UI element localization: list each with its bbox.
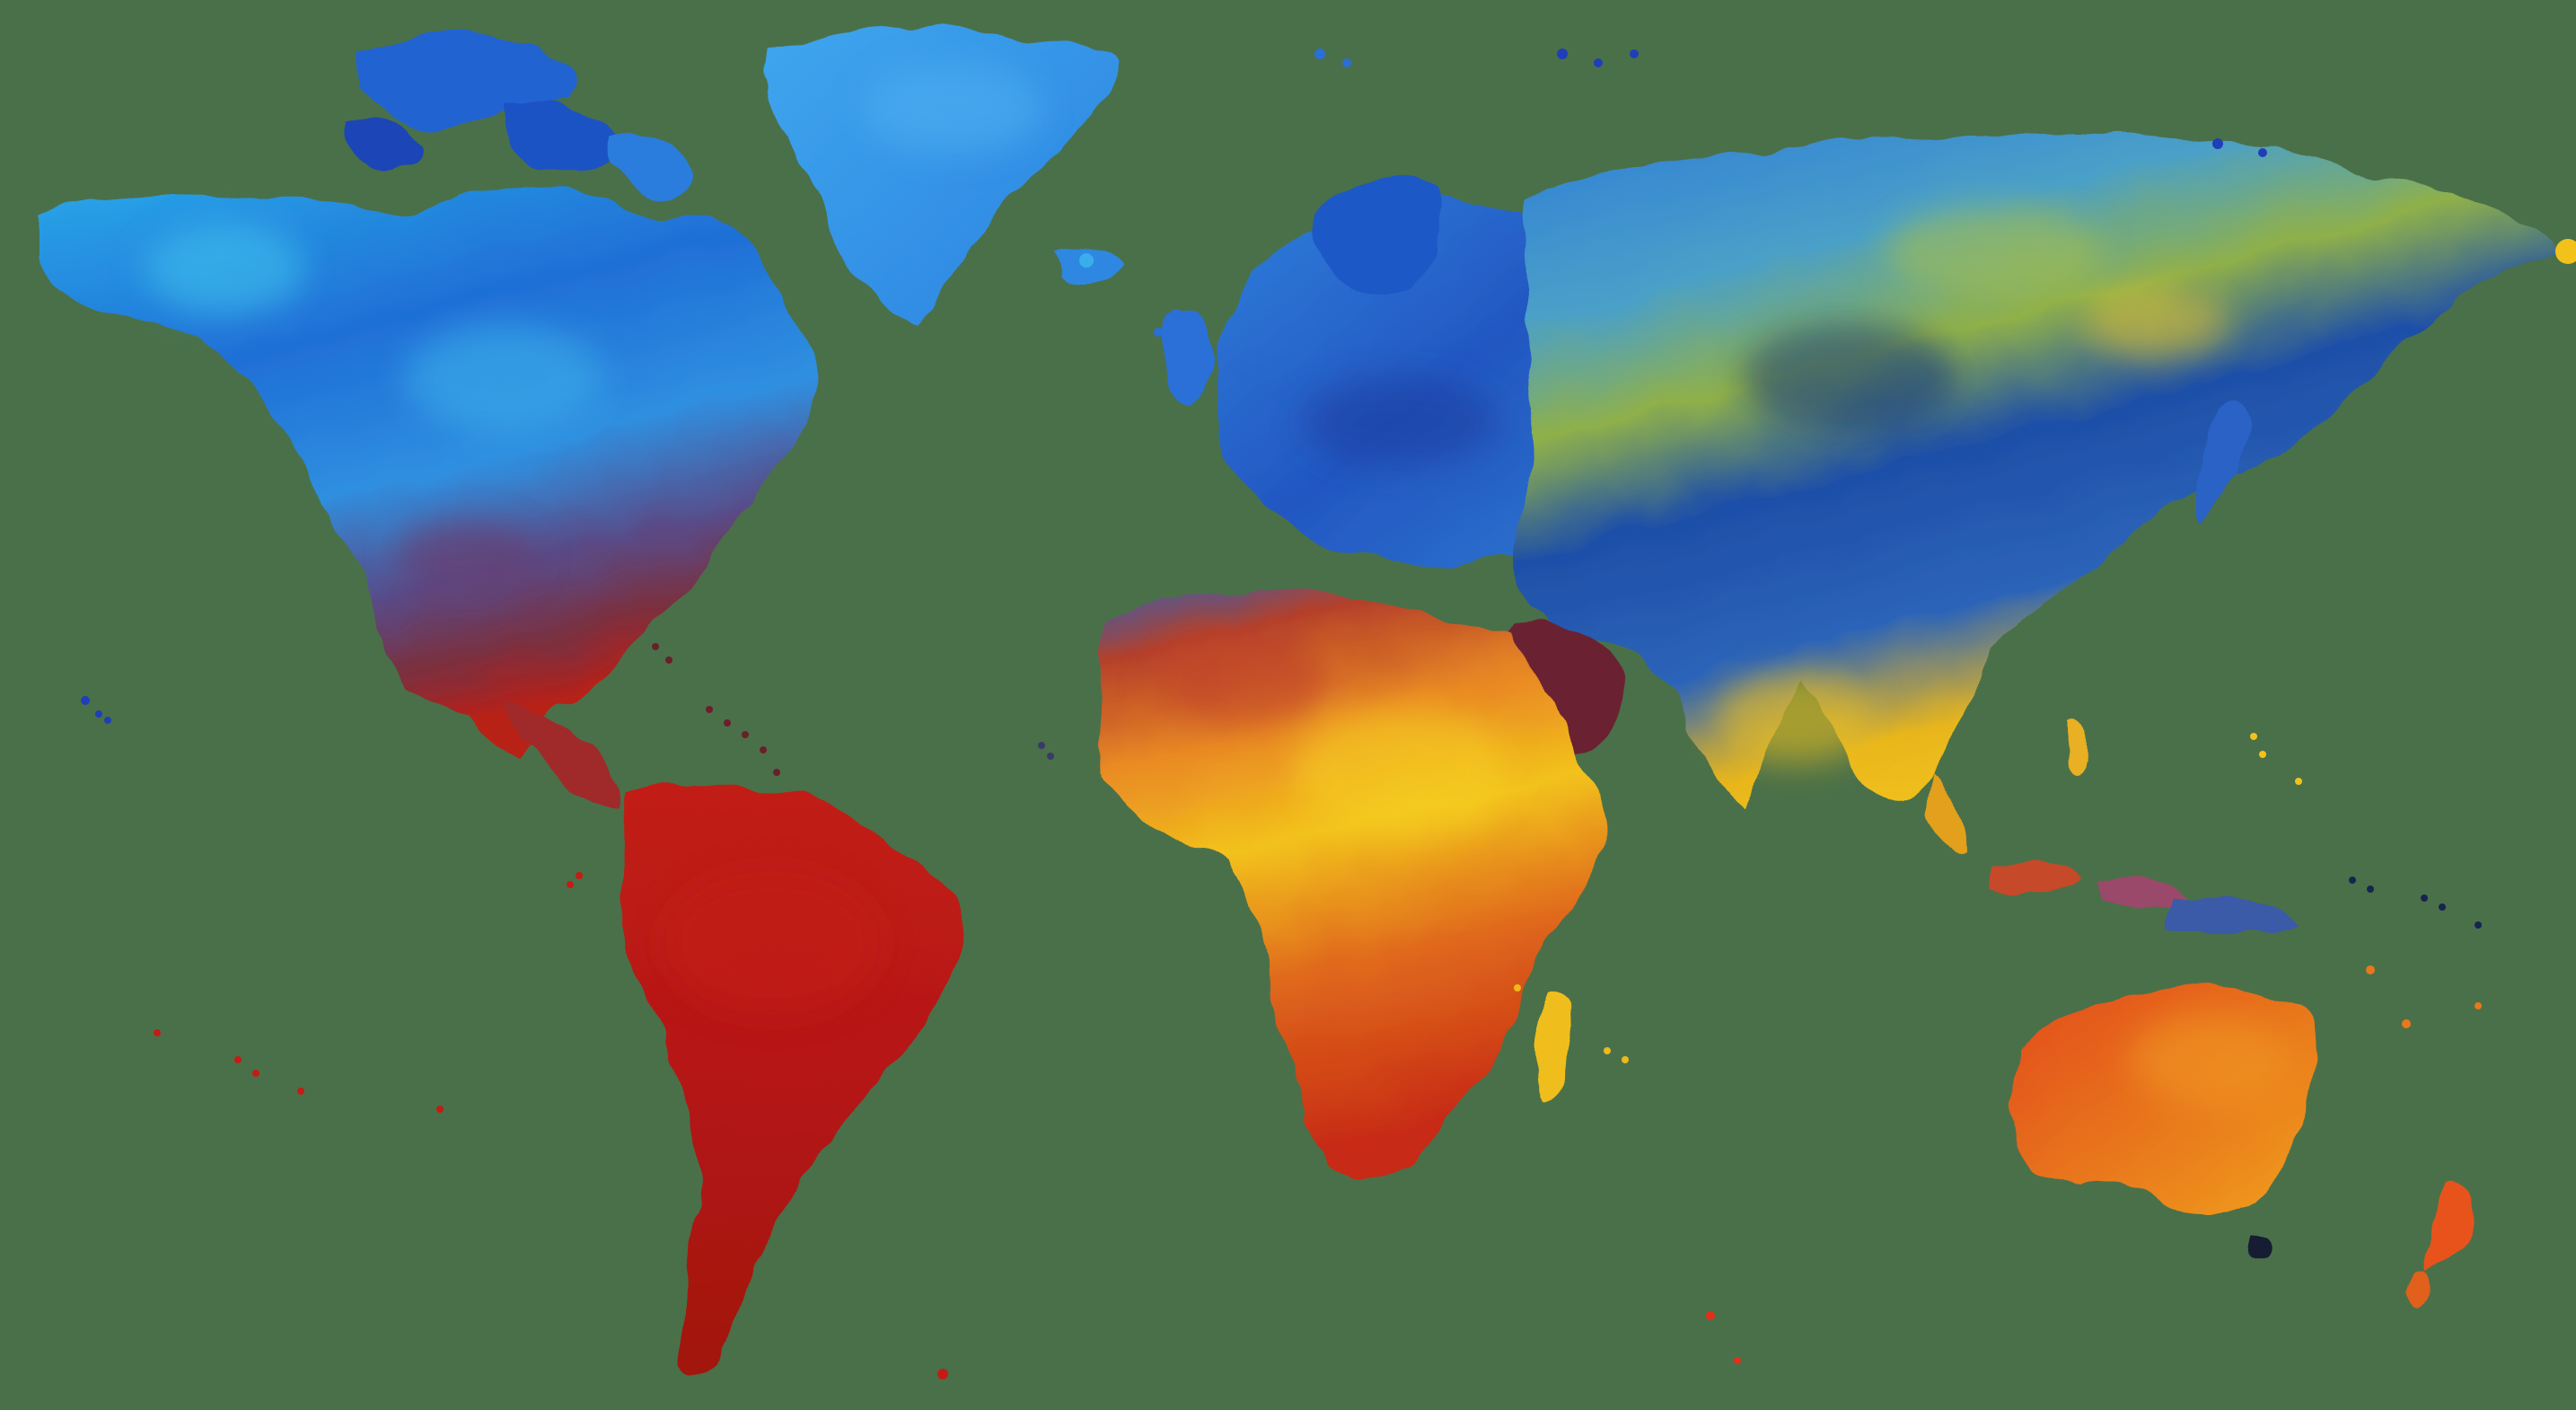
new-zealand [2406, 1183, 2475, 1314]
paint-droplets [81, 48, 2576, 1379]
north-america [36, 33, 817, 764]
asia [1499, 130, 2552, 938]
central-america [503, 701, 623, 808]
south-america [620, 780, 962, 1375]
paint-strokes [144, 63, 2290, 1105]
